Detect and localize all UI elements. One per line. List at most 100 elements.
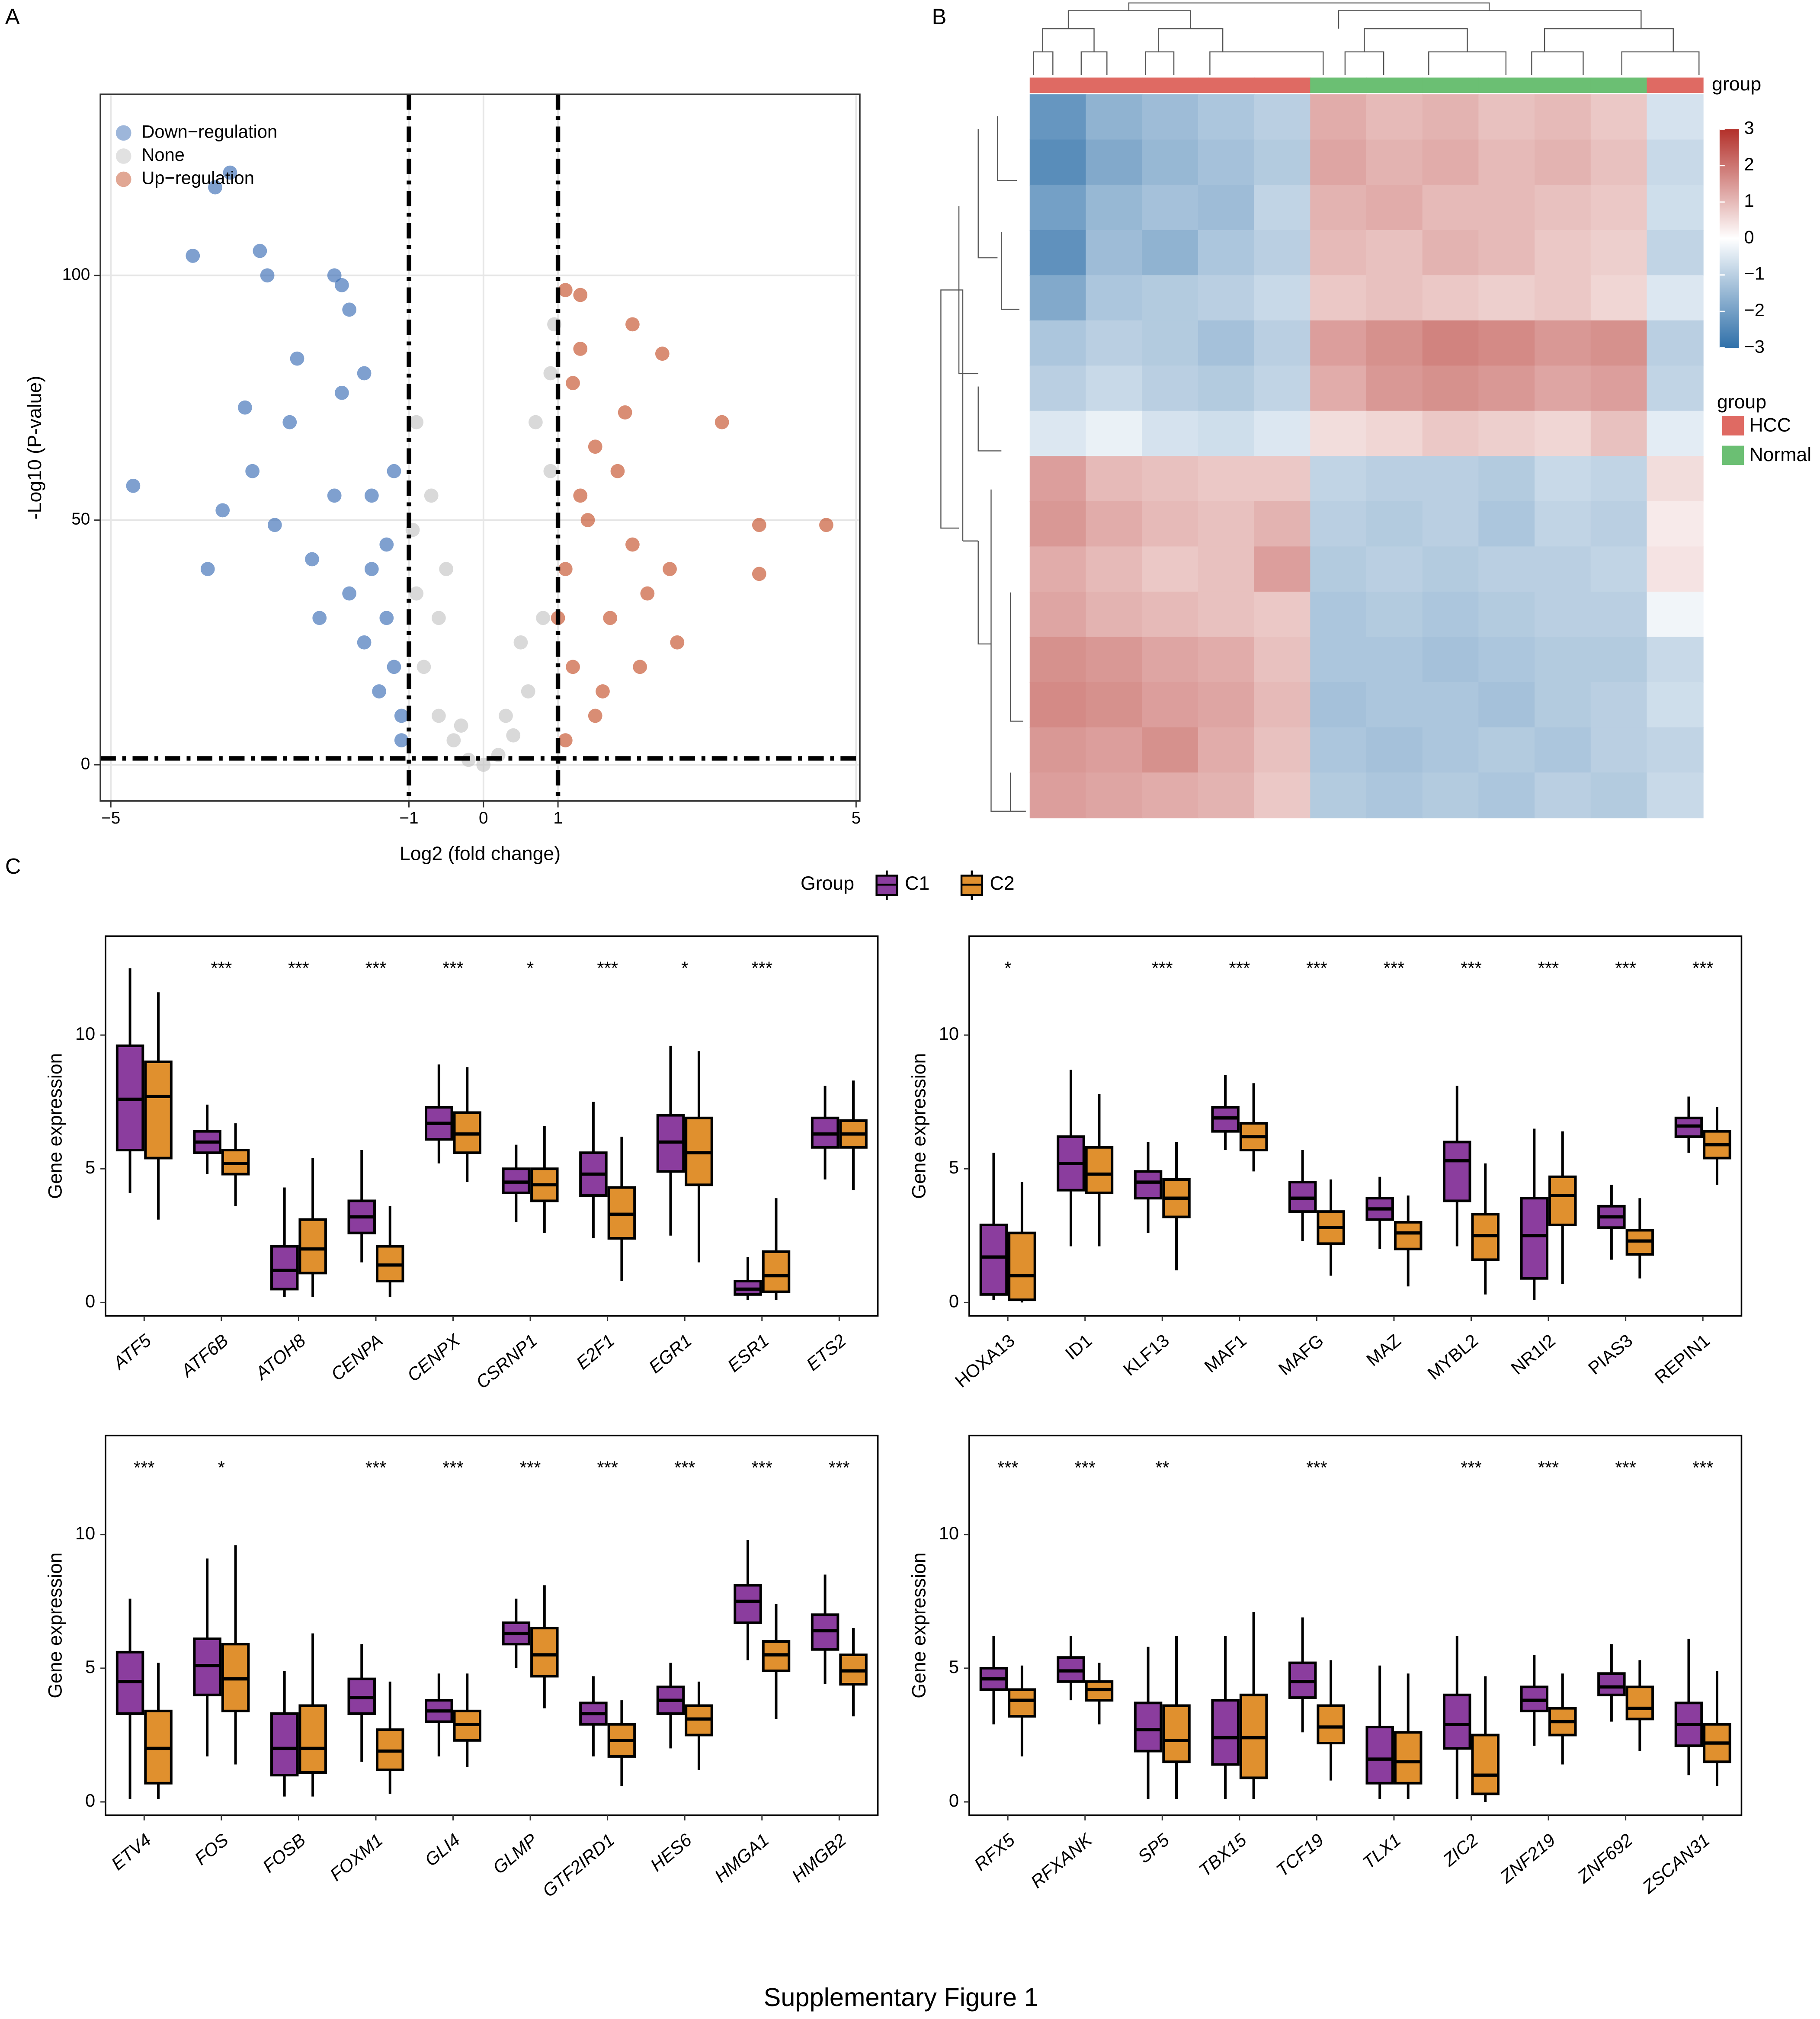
heatmap-cell — [1086, 591, 1143, 638]
heatmap-cell — [1142, 410, 1199, 457]
heatmap-cell — [1535, 94, 1592, 141]
x-tick-label: 1 — [553, 809, 563, 827]
heatmap-cell — [1478, 501, 1535, 547]
heatmap-cell — [1310, 230, 1367, 276]
heatmap-cell — [1310, 139, 1367, 186]
x-tick-label: 5 — [852, 809, 861, 827]
heatmap-cell — [1142, 139, 1199, 186]
annotation-cell — [1535, 77, 1592, 93]
point — [543, 464, 558, 478]
caption: Supplementary Figure 1 — [764, 1983, 1038, 2012]
point — [506, 728, 521, 743]
heatmap-cell — [1254, 365, 1311, 412]
heatmap-cell — [1366, 591, 1423, 638]
point — [342, 302, 356, 317]
box — [144, 1060, 173, 1160]
heatmap-cell — [1422, 456, 1479, 502]
heatmap-cell — [1198, 727, 1255, 773]
heatmap-cell — [1478, 591, 1535, 638]
point — [327, 488, 342, 503]
point — [588, 708, 602, 723]
heatmap-cell — [1142, 591, 1199, 638]
heatmap-cell — [1198, 637, 1255, 683]
point — [715, 415, 729, 429]
point — [335, 278, 349, 292]
heatmap-cell — [1254, 320, 1311, 366]
heatmap-cell — [1086, 94, 1143, 141]
heatmap-cell — [1142, 546, 1199, 593]
colorbar-label: −3 — [1744, 336, 1765, 356]
significance: *** — [1615, 958, 1636, 978]
legend-key — [1722, 416, 1744, 436]
heatmap-cell — [1366, 139, 1423, 186]
heatmap-cell — [1422, 320, 1479, 366]
heatmap-cell — [1254, 637, 1311, 683]
heatmap-cell — [1254, 546, 1311, 593]
colorbar-label: −2 — [1744, 300, 1765, 320]
box — [1394, 1221, 1423, 1250]
y-tick-label: 10 — [75, 1023, 95, 1044]
y-axis-title: Gene expression — [45, 1053, 66, 1199]
point — [379, 537, 394, 552]
heatmap-cell — [1029, 727, 1086, 773]
y-tick-label: 0 — [85, 1790, 95, 1811]
y-tick-label: 10 — [939, 1023, 959, 1044]
heatmap-cell — [1029, 501, 1086, 547]
point — [573, 488, 588, 503]
heatmap-cell — [1647, 275, 1704, 321]
heatmap-cell — [1198, 682, 1255, 728]
heatmap-cell — [1142, 456, 1199, 502]
point — [267, 518, 282, 532]
box — [1520, 1197, 1549, 1280]
y-tick-label: 10 — [75, 1523, 95, 1543]
heatmap-cell — [1086, 320, 1143, 366]
significance: *** — [442, 1457, 464, 1477]
panel-label: C — [5, 854, 21, 878]
significance: * — [681, 958, 688, 978]
heatmap-cell — [1029, 320, 1086, 366]
significance: *** — [1538, 1457, 1559, 1477]
heatmap-cell — [1478, 275, 1535, 321]
heatmap-cell — [1478, 185, 1535, 231]
heatmap-cell — [1535, 456, 1592, 502]
heatmap-cell — [1478, 772, 1535, 819]
heatmap-cell — [1086, 185, 1143, 231]
point — [588, 439, 602, 454]
heatmap-cell — [1422, 230, 1479, 276]
colorbar-label: 0 — [1744, 227, 1754, 247]
heatmap-cell — [1254, 682, 1311, 728]
significance: *** — [365, 1457, 387, 1477]
point — [439, 562, 453, 576]
heatmap-cell — [1535, 772, 1592, 819]
heatmap-cell — [1142, 772, 1199, 819]
heatmap-cell — [1535, 185, 1592, 231]
point — [663, 562, 677, 576]
point — [558, 283, 573, 298]
heatmap-cell — [1535, 727, 1592, 773]
box — [1625, 1686, 1654, 1721]
point — [223, 165, 237, 180]
significance: *** — [288, 958, 309, 978]
heatmap-cell — [1535, 139, 1592, 186]
heatmap-cell — [1198, 230, 1255, 276]
point — [364, 488, 379, 503]
significance: * — [218, 1457, 225, 1477]
heatmap-cell — [1310, 501, 1367, 547]
heatmap-cell — [1310, 275, 1367, 321]
heatmap-cell — [1310, 682, 1367, 728]
heatmap-cell — [1647, 456, 1704, 502]
point — [752, 518, 766, 532]
point — [543, 366, 558, 381]
heatmap-cell — [1198, 501, 1255, 547]
heatmap-cell — [1478, 94, 1535, 141]
point — [245, 464, 260, 478]
point — [625, 317, 640, 332]
point — [610, 464, 625, 478]
heatmap-cell — [1310, 637, 1367, 683]
heatmap-cell — [1142, 94, 1199, 141]
significance: *** — [1538, 958, 1559, 978]
heatmap-cell — [1366, 275, 1423, 321]
heatmap-cell — [1086, 456, 1143, 502]
point — [387, 660, 401, 674]
significance: *** — [1229, 958, 1250, 978]
